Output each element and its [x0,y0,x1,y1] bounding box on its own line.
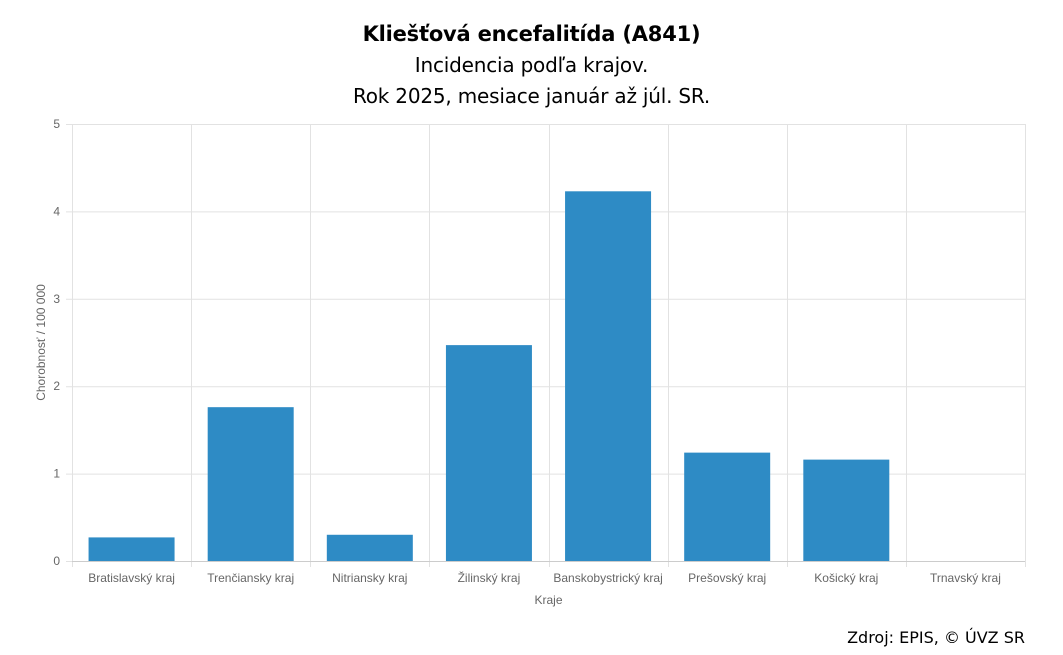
bar [207,407,294,561]
chart-subtitle-line-1: Incidencia podľa krajov. [414,53,649,77]
chart-title: Kliešťová encefalitída (A841) [362,22,701,46]
x-tick-label: Trenčiansky kraj [207,571,294,585]
bar [445,345,532,561]
y-tick-label: 3 [53,292,60,306]
y-axis-title: Chorobnosť / 100 000 [34,284,48,401]
bar [88,537,175,561]
x-tick-label: Trnavský kraj [930,571,1001,585]
bar [326,534,413,561]
chart-subtitle-line-2: Rok 2025, mesiace január až júl. SR. [352,84,711,108]
bar [684,452,771,561]
x-tick-label: Prešovský kraj [688,571,766,585]
x-tick-label: Bratislavský kraj [88,571,175,585]
bar [803,459,890,561]
y-tick-label: 5 [53,117,60,131]
x-tick-label: Nitriansky kraj [332,571,407,585]
y-tick-label: 0 [53,554,60,568]
x-tick-label: Banskobystrický kraj [553,571,662,585]
bar [565,191,652,561]
y-tick-label: 1 [53,467,60,481]
source-credit: Zdroj: EPIS, © ÚVZ SR [847,628,1025,647]
y-tick-label: 2 [53,379,60,393]
x-tick-label: Košický kraj [814,571,878,585]
chart-header: Kliešťová encefalitída (A841) Incidencia… [0,18,1063,112]
x-axis-title: Kraje [534,593,562,607]
x-tick-label: Žilinský kraj [458,570,521,585]
y-tick-label: 4 [53,204,60,218]
